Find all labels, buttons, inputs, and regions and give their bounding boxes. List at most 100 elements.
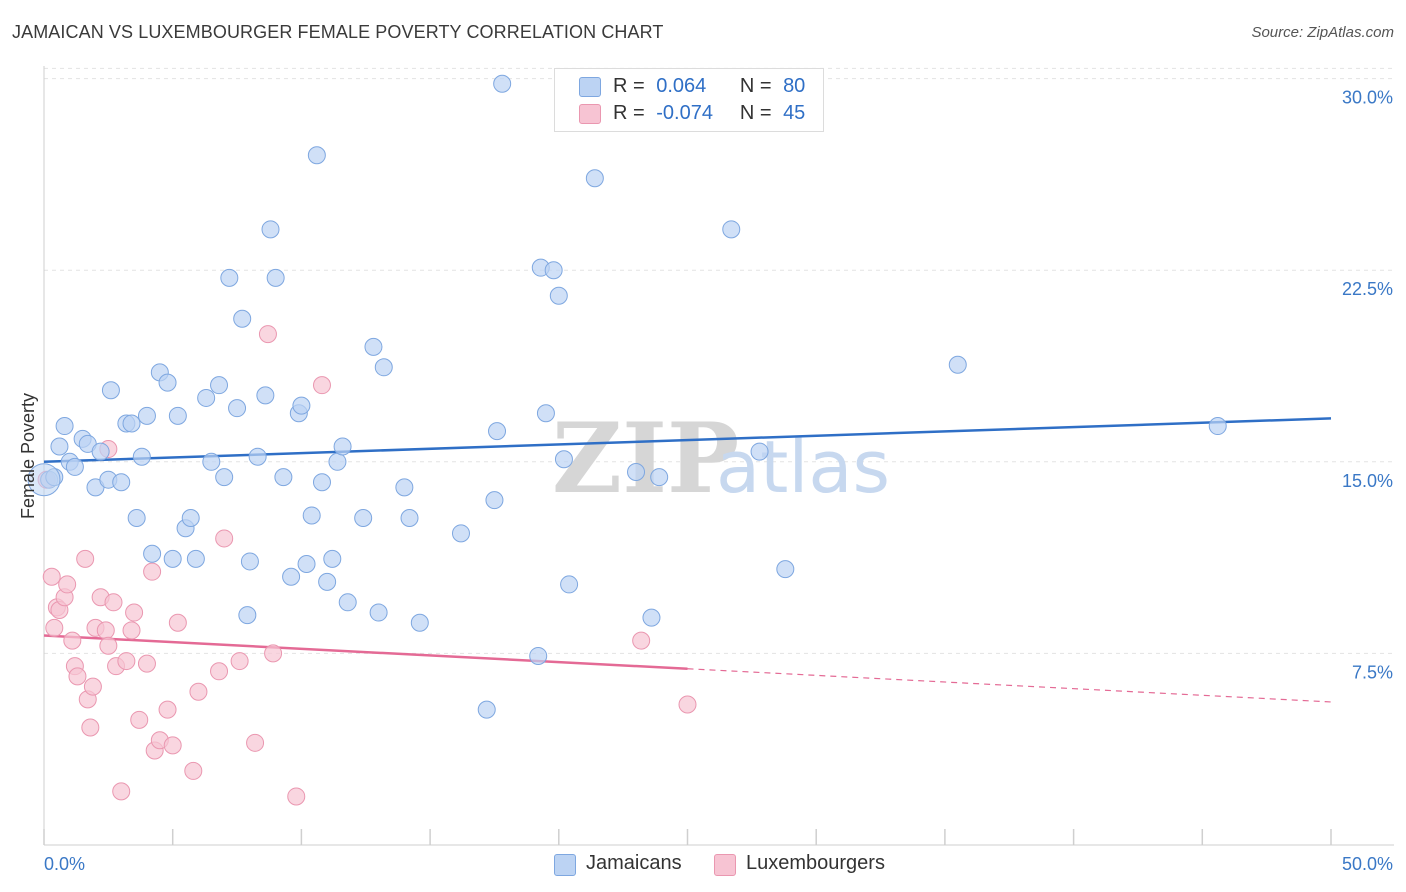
jamaican-point: [722, 220, 741, 239]
luxembourger-point: [632, 631, 651, 650]
jamaican-point: [274, 468, 293, 487]
luxembourger-point: [246, 733, 265, 752]
jamaican-point: [168, 406, 187, 425]
r-label: R =: [613, 102, 645, 124]
jamaican-point: [627, 463, 646, 482]
jamaican-point: [132, 447, 151, 466]
jamaican-point: [127, 509, 146, 528]
jamaican-point: [181, 509, 200, 528]
jamaican-point: [292, 396, 311, 415]
luxembourger-point: [189, 682, 208, 701]
jamaican-point: [400, 509, 419, 528]
y-tick-label: 15.0%: [1342, 471, 1393, 491]
jamaican-point: [485, 491, 504, 510]
jamaican-point: [549, 286, 568, 305]
luxembourger-point: [168, 613, 187, 632]
jamaican-point: [307, 146, 326, 165]
jamaican-point: [215, 468, 234, 487]
chart-source: Source: ZipAtlas.com: [1251, 24, 1394, 41]
jamaican-point: [395, 478, 414, 497]
x-tick-label: 0.0%: [44, 854, 85, 874]
stats-legend: R = 0.064 N = 80 R = -0.074 N = 45: [554, 68, 824, 132]
tick-labels: 7.5% 15.0% 22.5% 30.0% 0.0% 50.0%: [44, 88, 1393, 874]
r-label: R =: [613, 75, 645, 97]
jamaican-point: [544, 261, 563, 280]
y-tick-label: 30.0%: [1342, 88, 1393, 108]
jamaican-point: [650, 468, 669, 487]
jamaican-point: [529, 646, 548, 665]
jamaican-point: [642, 608, 661, 627]
luxembourger-point: [137, 654, 156, 673]
jamaican-point: [202, 452, 221, 471]
luxembourger-point: [230, 652, 249, 671]
jamaican-point: [210, 376, 229, 395]
x-tick-label: 50.0%: [1342, 854, 1393, 874]
luxembourger-point: [42, 567, 61, 586]
jamaican-point: [451, 524, 470, 543]
jamaican-point: [266, 268, 285, 287]
jamaican-point: [369, 603, 388, 622]
jamaican-point: [238, 606, 257, 625]
luxembourgers-legend-swatch: [714, 854, 736, 876]
jamaican-point: [256, 386, 275, 405]
y-tick-label: 7.5%: [1352, 662, 1393, 682]
luxembourger-point: [112, 782, 131, 801]
jamaican-point: [948, 355, 967, 374]
jamaican-point: [554, 450, 573, 469]
chart-title: JAMAICAN VS LUXEMBOURGER FEMALE POVERTY …: [12, 22, 664, 42]
luxembourger-point: [158, 700, 177, 719]
luxembourgers-swatch: [579, 104, 601, 124]
luxembourger-point: [45, 618, 64, 637]
jamaican-point: [302, 506, 321, 525]
luxembourger-point: [184, 761, 203, 780]
jamaican-point: [65, 457, 84, 476]
luxembourger-point: [99, 636, 118, 655]
watermark-zip: ZIP: [552, 402, 739, 515]
luxembourger-point: [678, 695, 697, 714]
jamaican-point: [261, 220, 280, 239]
luxembourger-point: [143, 562, 162, 581]
watermark: ZIP atlas: [552, 402, 890, 515]
jamaican-point: [137, 406, 156, 425]
jamaican-point: [323, 549, 342, 568]
luxembourger-point: [81, 718, 100, 737]
n-label: N =: [739, 102, 772, 124]
jamaican-point: [163, 549, 182, 568]
luxembourger-point: [215, 529, 234, 548]
jamaicans-swatch: [579, 77, 601, 97]
luxembourger-point: [130, 710, 149, 729]
luxembourger-point: [122, 621, 141, 640]
luxembourger-point: [264, 644, 283, 663]
luxembourger-point: [104, 593, 123, 612]
jamaican-point: [240, 552, 259, 571]
jamaican-point: [410, 613, 429, 632]
r-value: -0.074: [656, 102, 713, 124]
jamaican-point: [354, 509, 373, 528]
luxembourger-point: [312, 376, 331, 395]
luxembourger-trend-line: [43, 634, 688, 670]
jamaican-point: [186, 549, 205, 568]
jamaican-point: [328, 452, 347, 471]
jamaican-point: [228, 399, 247, 418]
luxembourger-point: [258, 325, 277, 344]
jamaican-point: [248, 447, 267, 466]
jamaican-point: [318, 572, 337, 591]
jamaican-point: [374, 358, 393, 377]
legend-label-luxembourgers: Luxembourgers: [746, 852, 885, 874]
luxembourger-point: [163, 736, 182, 755]
jamaican-point: [27, 463, 61, 497]
jamaican-point: [312, 473, 331, 492]
jamaican-point: [197, 388, 216, 407]
jamaican-point: [55, 417, 74, 436]
jamaican-point: [493, 74, 512, 93]
luxembourger-point: [210, 662, 229, 681]
jamaican-point: [776, 560, 795, 579]
luxembourger-point: [125, 603, 144, 622]
jamaican-point: [750, 442, 769, 461]
luxembourger-point: [76, 549, 95, 568]
luxembourger-point: [96, 621, 115, 640]
luxembourger-point: [117, 652, 136, 671]
jamaican-point: [585, 169, 604, 188]
axes: [43, 66, 1394, 846]
jamaican-point: [477, 700, 496, 719]
